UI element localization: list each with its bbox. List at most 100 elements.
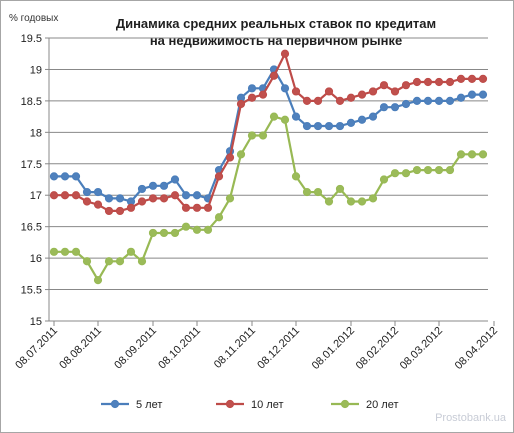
data-point: [159, 194, 169, 203]
data-point: [467, 90, 477, 99]
x-tick-label: 08.09.2011: [112, 325, 159, 372]
data-point: [379, 175, 389, 184]
data-point: [159, 181, 169, 190]
data-point: [137, 197, 147, 206]
x-tick-label: 08.01.2012: [310, 325, 357, 372]
x-tick-label: 08.08.2011: [57, 325, 104, 372]
data-point: [93, 276, 103, 285]
y-tick-label: 17: [30, 190, 42, 202]
data-point: [412, 96, 422, 105]
data-point: [148, 228, 158, 238]
data-point: [423, 77, 433, 87]
data-point: [126, 203, 136, 212]
legend-item-1: 5 лет: [101, 399, 162, 411]
y-tick-label: 19.5: [21, 33, 42, 45]
data-point: [390, 87, 400, 96]
data-point: [93, 200, 103, 209]
series-line: [54, 68, 483, 203]
data-point: [313, 187, 323, 197]
data-point: [137, 184, 147, 194]
data-point: [423, 165, 433, 175]
data-point: [71, 247, 81, 256]
data-point: [302, 121, 312, 131]
data-point: [236, 99, 246, 109]
legend-marker: [340, 399, 350, 409]
data-point: [192, 203, 202, 212]
data-point: [203, 225, 213, 234]
data-point: [115, 194, 125, 203]
data-point: [115, 257, 125, 266]
x-tick-label: 08.12.2011: [255, 325, 302, 372]
legend-label: 5 лет: [136, 399, 162, 411]
data-point: [126, 247, 136, 256]
data-point: [456, 93, 466, 102]
data-point: [346, 197, 356, 206]
data-point: [247, 131, 257, 140]
data-point: [49, 247, 59, 256]
data-point: [478, 150, 488, 159]
data-point: [302, 187, 312, 197]
data-point: [71, 191, 81, 200]
data-point: [170, 228, 180, 238]
legend-label: 10 лет: [251, 399, 284, 411]
data-point: [291, 87, 301, 96]
data-point: [159, 228, 169, 238]
data-point: [236, 150, 246, 159]
series-2: [49, 49, 488, 216]
chart-title-line-1: Динамика средних реальных ставок по кред…: [116, 16, 436, 31]
watermark-text: Prostobank.ua: [435, 412, 507, 424]
data-point: [82, 257, 92, 266]
legend-marker: [225, 399, 235, 409]
x-tick-label: 08.07.2011: [13, 325, 60, 372]
data-point: [335, 121, 345, 131]
data-point: [445, 165, 455, 175]
data-point: [137, 257, 147, 266]
data-point: [247, 93, 257, 102]
y-tick-label: 16: [30, 253, 42, 265]
data-point: [390, 169, 400, 178]
legend-label: 20 лет: [366, 399, 399, 411]
data-point: [181, 191, 191, 200]
data-point: [82, 187, 92, 197]
x-tick-label: 08.02.2012: [354, 325, 401, 372]
data-point: [313, 96, 323, 105]
data-point: [335, 96, 345, 105]
data-point: [456, 150, 466, 159]
data-point: [357, 197, 367, 206]
y-tick-label: 17.5: [21, 159, 42, 171]
data-point: [346, 118, 356, 128]
data-point: [368, 194, 378, 203]
data-point: [71, 172, 81, 181]
data-point: [170, 191, 180, 200]
data-point: [379, 81, 389, 90]
series-line: [54, 115, 483, 282]
series-layer: [49, 49, 488, 285]
data-point: [269, 112, 279, 121]
data-point: [478, 74, 488, 83]
data-point: [434, 165, 444, 175]
data-point: [225, 194, 235, 203]
legend-marker: [110, 399, 120, 409]
data-point: [291, 172, 301, 181]
data-point: [324, 197, 334, 206]
y-tick-label: 15: [30, 316, 42, 328]
data-point: [368, 112, 378, 121]
data-point: [269, 71, 279, 80]
data-point: [280, 84, 290, 93]
y-axis-unit-label: % годовых: [9, 13, 58, 24]
legend: 5 лет 10 лет 20 лет: [101, 399, 399, 411]
data-point: [478, 90, 488, 99]
data-point: [170, 175, 180, 184]
data-point: [302, 96, 312, 105]
series-line: [54, 52, 483, 212]
data-point: [324, 87, 334, 96]
data-point: [467, 74, 477, 83]
data-point: [434, 77, 444, 87]
data-point: [225, 153, 235, 162]
legend-item-2: 10 лет: [216, 399, 284, 411]
data-point: [214, 213, 224, 222]
y-tick-label: 19: [30, 64, 42, 76]
data-point: [401, 81, 411, 90]
